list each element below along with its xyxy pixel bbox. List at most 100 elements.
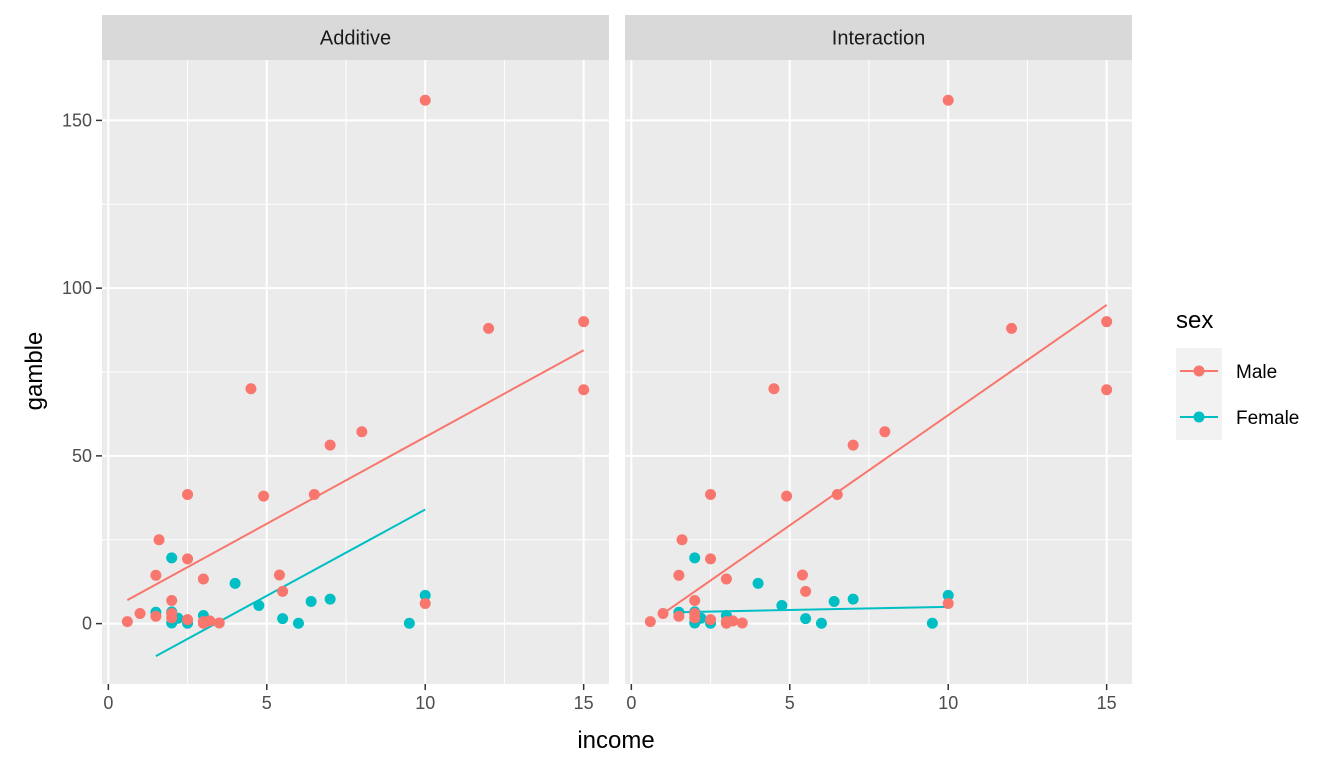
data-point-male (942, 597, 954, 609)
data-point-male (166, 612, 178, 624)
fit-line-male (662, 304, 1108, 615)
data-point-male (942, 94, 954, 106)
data-point-male (578, 316, 590, 328)
data-point-male (308, 488, 320, 500)
data-point-male (134, 608, 146, 620)
data-point-female (305, 595, 317, 607)
data-point-male (258, 490, 270, 502)
data-point-female (292, 617, 304, 629)
data-point-male (657, 608, 669, 620)
legend-key-point (1193, 365, 1205, 377)
data-point-male (676, 534, 688, 546)
x-tick-label: 0 (626, 693, 636, 713)
data-point-male (705, 614, 717, 626)
data-point-male (1101, 316, 1113, 328)
data-point-male (1101, 384, 1113, 396)
data-point-male (166, 594, 178, 606)
legend-entry-male: Male (1176, 348, 1277, 394)
data-point-female (403, 617, 415, 629)
y-tick-label: 100 (62, 278, 92, 298)
data-point-female (166, 552, 178, 564)
data-point-female (828, 595, 840, 607)
data-point-male (800, 585, 812, 597)
x-tick-label: 10 (415, 693, 435, 713)
legend-key-point (1193, 411, 1205, 423)
data-point-male (705, 553, 717, 565)
data-point-female (942, 589, 954, 601)
y-tick-label: 150 (62, 110, 92, 130)
data-point-male (419, 94, 431, 106)
x-tick-label: 5 (785, 693, 795, 713)
y-tick-label: 0 (82, 614, 92, 634)
data-point-male (689, 612, 701, 624)
x-tick-label: 10 (938, 693, 958, 713)
data-point-male (768, 383, 780, 395)
legend-entries: Male Female (1176, 348, 1299, 440)
data-point-male (673, 610, 685, 622)
data-point-female (800, 613, 812, 625)
data-point-male (879, 426, 891, 438)
data-point-male (182, 614, 194, 626)
data-point-male (182, 488, 194, 500)
data-point-male (356, 426, 368, 438)
data-point-female (419, 589, 431, 601)
data-point-male (121, 616, 133, 628)
data-point-female (847, 593, 859, 605)
data-point-male (578, 384, 590, 396)
data-point-male (720, 573, 732, 585)
legend: sex Male Female (1176, 307, 1299, 440)
data-point-male (213, 617, 225, 629)
data-point-male (273, 569, 285, 581)
data-point-male (796, 569, 808, 581)
data-point-female (926, 617, 938, 629)
data-point-female (689, 552, 701, 564)
data-point-male (150, 610, 162, 622)
data-point-male (689, 594, 701, 606)
y-axis-title: gamble (21, 332, 48, 411)
facet-strip (102, 15, 609, 60)
data-point-female (277, 613, 289, 625)
data-point-female (229, 577, 241, 589)
data-point-male (245, 383, 257, 395)
data-point-male (197, 573, 209, 585)
data-point-male (277, 585, 289, 597)
data-point-male (419, 597, 431, 609)
fit-line-male (126, 349, 585, 602)
y-tick-label: 50 (72, 446, 92, 466)
data-point-male (483, 322, 495, 334)
facet-strip-label: Additive (320, 28, 391, 50)
data-point-female (253, 599, 265, 611)
data-point-male (324, 439, 336, 451)
x-tick-label: 5 (262, 693, 272, 713)
data-point-male (831, 488, 843, 500)
facet-strip-label: Interaction (832, 28, 925, 50)
data-point-male (847, 439, 859, 451)
data-point-female (815, 617, 827, 629)
data-point-male (673, 569, 685, 581)
x-tick-label: 0 (103, 693, 113, 713)
fit-line-female (155, 508, 426, 658)
data-point-male (736, 617, 748, 629)
data-point-male (1006, 322, 1018, 334)
data-point-male (204, 615, 216, 627)
legend-label-female: Female (1236, 408, 1299, 429)
legend-label-male: Male (1236, 362, 1277, 383)
data-point-male (705, 488, 717, 500)
facet-strip (625, 15, 1132, 60)
data-point-male (182, 553, 194, 565)
data-point-male (727, 615, 739, 627)
data-point-female (324, 593, 336, 605)
data-point-male (644, 616, 656, 628)
data-point-male (153, 534, 165, 546)
x-tick-label: 15 (574, 693, 594, 713)
data-point-male (781, 490, 793, 502)
data-point-male (150, 569, 162, 581)
x-tick-label: 15 (1097, 693, 1117, 713)
x-axis-title: income (577, 727, 654, 754)
legend-entry-female: Female (1176, 394, 1299, 440)
legend-title: sex (1176, 307, 1213, 334)
data-point-female (752, 577, 764, 589)
